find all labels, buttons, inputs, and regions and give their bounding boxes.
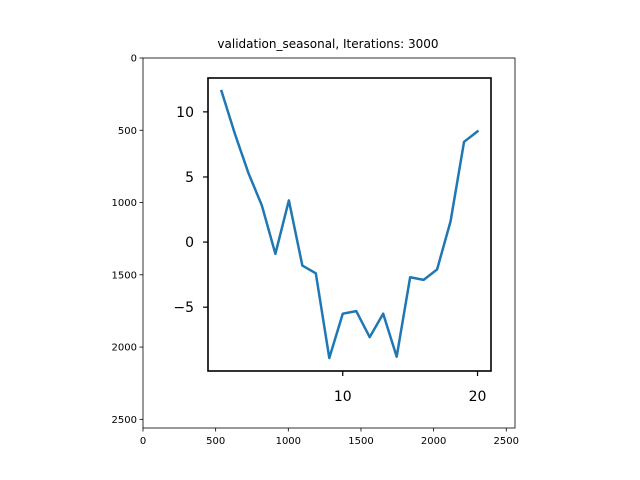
outer-y-tick-label: 2000: [112, 343, 137, 354]
inset-x-tick-label: 10: [334, 389, 352, 405]
outer-x-tick-label: 0: [140, 436, 146, 447]
inset-y-tick-label: 5: [185, 170, 194, 186]
inset-y-tick-label: 0: [185, 235, 194, 251]
inset-x-tick-label: 20: [469, 389, 487, 405]
outer-x-tick-label: 1000: [276, 436, 301, 447]
outer-y-tick-label: 0: [131, 54, 137, 65]
inset-y-tick-label: 10: [176, 105, 194, 121]
outer-x-tick-label: 1500: [348, 436, 373, 447]
outer-x-tick-label: 500: [206, 436, 225, 447]
outer-y-tick-label: 1000: [112, 198, 137, 209]
outer-axes-frame: [142, 57, 516, 429]
chart-title: validation_seasonal, Iterations: 3000: [217, 37, 438, 51]
outer-x-tick-label: 2000: [421, 436, 446, 447]
inset-y-tick-label: −5: [173, 300, 194, 316]
inset-series-line: [219, 89, 480, 360]
outer-y-tick-label: 500: [118, 126, 137, 137]
outer-y-tick-label: 2500: [112, 415, 137, 426]
outer-x-tick-label: 2500: [494, 436, 519, 447]
outer-y-tick-label: 1500: [112, 270, 137, 281]
inset-frame: [207, 77, 492, 372]
